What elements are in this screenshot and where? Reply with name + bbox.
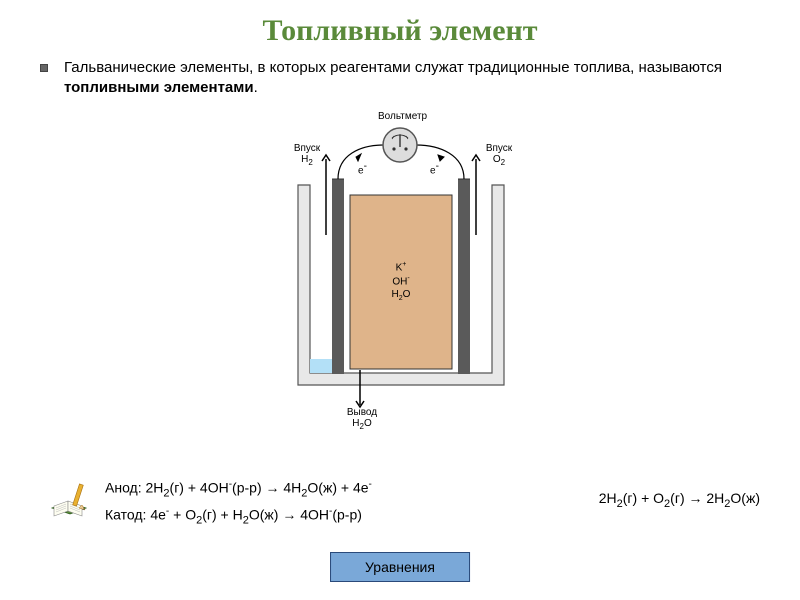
- anode-equation: Анод: 2H2(г) + 4OH-(р-р) → 4H2O(ж) + 4e-: [105, 476, 372, 503]
- outlet-label: Вывод H2O: [342, 407, 382, 432]
- inlet-h2-line1: Впуск: [294, 143, 320, 154]
- half-reactions: Анод: 2H2(г) + 4OH-(р-р) → 4H2O(ж) + 4e-…: [105, 476, 372, 530]
- electron-right-label: e-: [430, 161, 439, 176]
- right-electrode: [458, 179, 470, 374]
- outlet-line1: Вывод: [347, 407, 377, 418]
- elec-k-sup: +: [402, 261, 406, 268]
- inlet-o2-pipe: [472, 155, 480, 235]
- e-left-sup: -: [364, 161, 367, 172]
- inlet-o2-line2: O: [493, 154, 501, 165]
- cathode-label: Катод:: [105, 507, 150, 523]
- outlet-o: O: [364, 418, 372, 429]
- e-right-sup: -: [436, 161, 439, 172]
- elec-o: O: [403, 289, 411, 300]
- definition-bold: топливными элементами: [64, 79, 254, 96]
- anode-label: Анод:: [105, 479, 146, 495]
- voltmeter-icon: [383, 128, 417, 162]
- elec-oh: OH: [392, 276, 407, 287]
- equations-block: Анод: 2H2(г) + 4OH-(р-р) → 4H2O(ж) + 4e-…: [0, 476, 800, 530]
- definition-part3: .: [254, 79, 258, 96]
- voltmeter-label: Вольтметр: [378, 111, 422, 122]
- overall-equation: 2H2(г) + O2(г) → 2H2O(ж): [599, 490, 760, 510]
- fuel-cell-diagram: Вольтметр Впуск H2 Впуск O2 e- e- K+ OH-…: [0, 105, 800, 425]
- equations-button[interactable]: Уравнения: [330, 552, 470, 582]
- definition-part1: Гальванические элементы, в которых реаге…: [64, 59, 722, 76]
- elec-oh-sup: -: [407, 275, 409, 282]
- inlet-h2-sub: 2: [308, 158, 312, 167]
- inlet-o2-sub: 2: [501, 158, 505, 167]
- left-electrode: [332, 179, 344, 374]
- electrolyte-label: K+ OH- H2O: [386, 260, 416, 304]
- inlet-h2-label: Впуск H2: [288, 143, 326, 168]
- elec-h: H: [392, 289, 399, 300]
- electron-arrow-left: [356, 154, 361, 161]
- page-title: Топливный элемент: [0, 0, 800, 48]
- outlet-h: H: [352, 418, 359, 429]
- inlet-o2-line1: Впуск: [486, 143, 512, 154]
- definition-text: Гальванические элементы, в которых реаге…: [0, 48, 800, 105]
- inlet-o2-label: Впуск O2: [480, 143, 518, 168]
- cathode-equation: Катод: 4e- + O2(г) + H2O(ж) → 4OH-(р-р): [105, 503, 372, 530]
- water-level: [310, 359, 332, 373]
- electron-left-label: e-: [358, 161, 367, 176]
